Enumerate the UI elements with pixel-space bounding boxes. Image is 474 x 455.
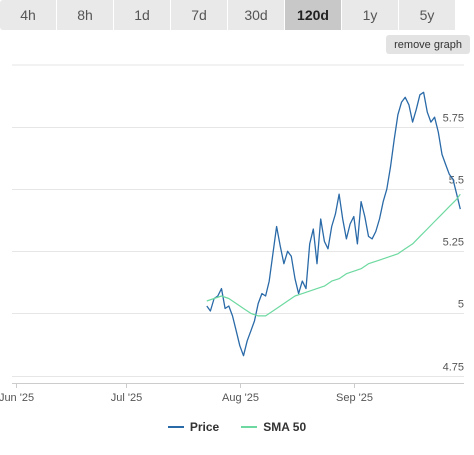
y-tick-label: 5.5 — [449, 175, 464, 187]
x-tick-label: Aug '25 — [222, 392, 259, 404]
tab-1y[interactable]: 1y — [342, 0, 398, 30]
grid-lines — [12, 64, 464, 384]
price-line — [206, 91, 461, 357]
series-lines — [206, 91, 461, 357]
legend-price-swatch — [167, 426, 184, 428]
price-chart: 4.75 5 5.25 5.5 5.75 Jun '25 Jul '25 Aug '25 Se… — [0, 64, 464, 404]
legend-item-sma[interactable]: SMA 50 — [241, 420, 306, 434]
x-tick-label: Sep '25 — [336, 392, 373, 404]
chart-legend: Price SMA 50 — [0, 420, 474, 434]
legend-sma-swatch — [241, 426, 258, 428]
tab-30d[interactable]: 30d — [228, 0, 284, 30]
remove-graph-button[interactable]: remove graph — [386, 35, 470, 54]
tab-1d[interactable]: 1d — [114, 0, 170, 30]
y-tick-label: 5 — [458, 299, 464, 311]
y-tick-label: 4.75 — [443, 362, 464, 374]
tab-5y[interactable]: 5y — [399, 0, 455, 30]
legend-price-label: Price — [189, 420, 220, 434]
tab-7d[interactable]: 7d — [171, 0, 227, 30]
sma-50-line — [206, 193, 461, 317]
legend-sma-label: SMA 50 — [263, 420, 307, 434]
timeframe-tabs: 4h 8h 1d 7d 30d 120d 1y 5y — [0, 0, 474, 30]
tab-120d[interactable]: 120d — [285, 0, 341, 30]
x-tick-label: Jul '25 — [111, 392, 142, 404]
y-tick-label: 5.75 — [443, 113, 464, 125]
legend-item-price[interactable]: Price — [167, 420, 220, 434]
x-axis-ticks: Jun '25 Jul '25 Aug '25 Sep '25 — [0, 383, 373, 404]
tab-4h[interactable]: 4h — [0, 0, 56, 30]
tab-8h[interactable]: 8h — [57, 0, 113, 30]
x-tick-label: Jun '25 — [0, 392, 34, 404]
y-axis-ticks: 4.75 5 5.25 5.5 5.75 — [443, 113, 464, 374]
y-tick-label: 5.25 — [443, 237, 464, 249]
